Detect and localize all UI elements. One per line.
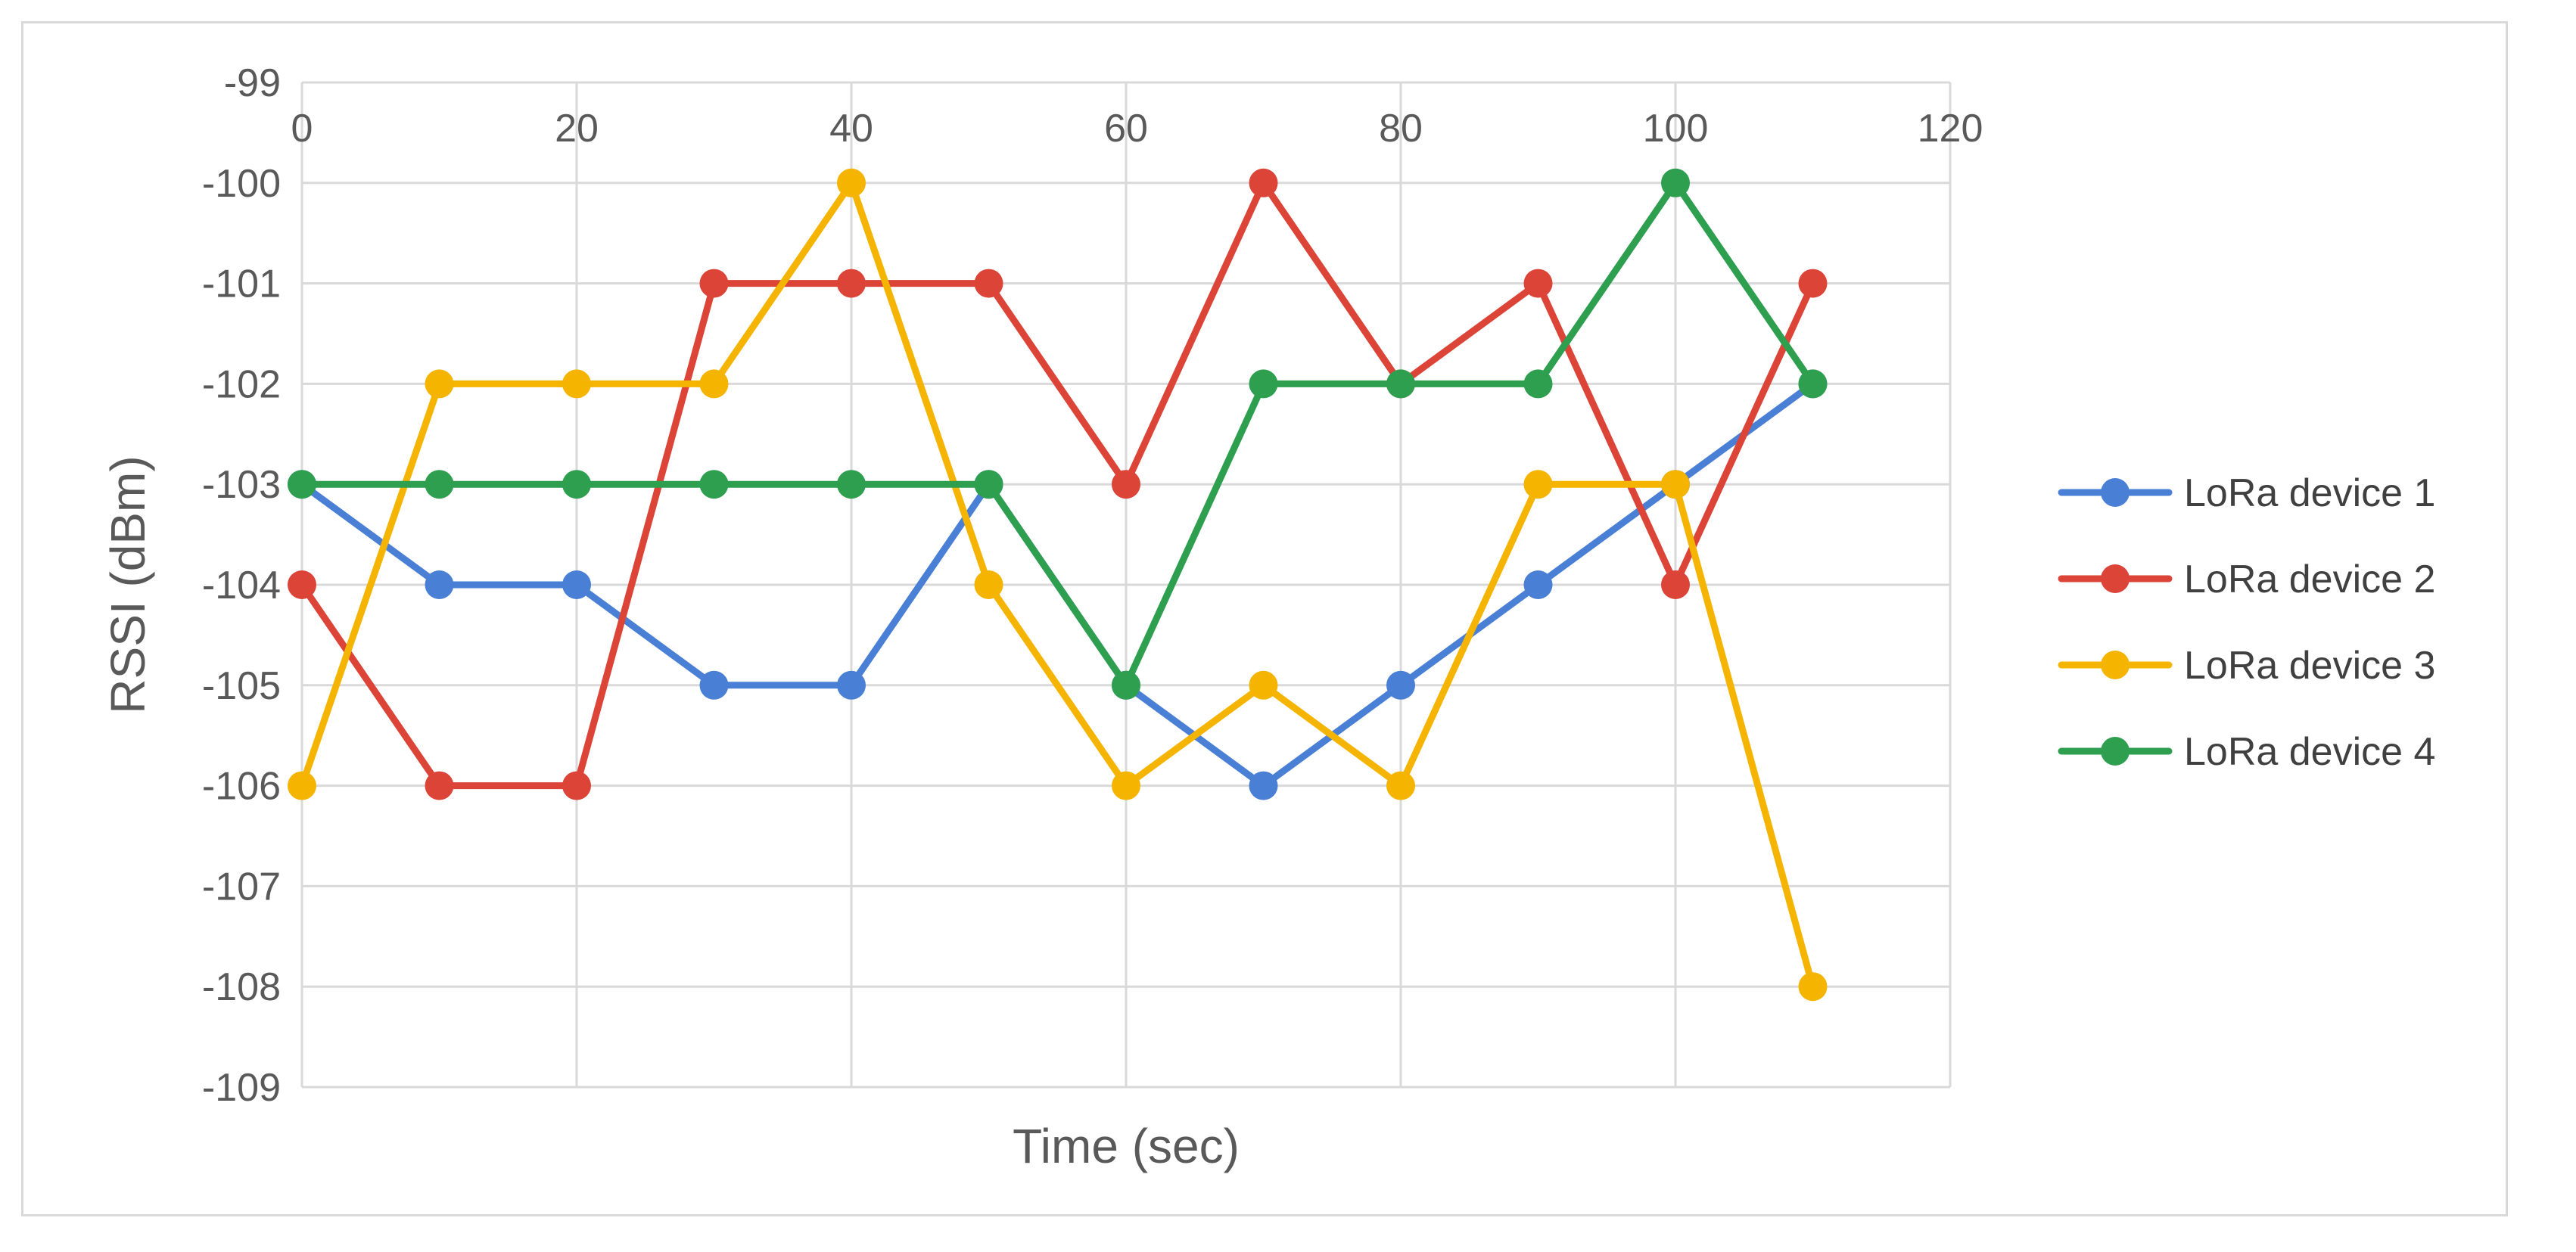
data-point-series-4 (1523, 369, 1553, 399)
data-point-series-4 (699, 470, 729, 499)
data-point-series-2 (425, 771, 454, 800)
y-tick-label: -109 (202, 1066, 281, 1110)
legend-label: LoRa device 4 (2184, 730, 2435, 774)
chart-frame: -99 -100 -101 -102 -103 -104 -105 -106 -107 -108 -… (21, 21, 2508, 1216)
data-point-series-4 (837, 470, 866, 499)
data-point-series-1 (1523, 570, 1553, 599)
legend-label: LoRa device 1 (2184, 471, 2435, 515)
data-point-series-4 (1661, 168, 1690, 197)
data-point-series-2 (699, 269, 729, 298)
data-point-series-3 (425, 369, 454, 399)
x-tick-label: 20 (555, 107, 599, 151)
series-line-4 (298, 179, 1816, 689)
y-tick-label: -103 (202, 463, 281, 507)
data-point-series-1 (1386, 670, 1415, 700)
data-point-series-1 (699, 670, 729, 700)
axes: -99 -100 -101 -102 -103 -104 -105 -106 -107 -108 -… (202, 61, 1983, 1110)
data-point-series-3 (837, 168, 866, 197)
data-point-series-3 (1523, 470, 1553, 499)
legend-label: LoRa device 3 (2184, 644, 2435, 688)
y-tick-label: -104 (202, 564, 281, 607)
y-tick-label: -101 (202, 263, 281, 306)
x-axis-title: Time (sec) (1013, 1119, 1240, 1173)
data-point-series-3 (1798, 972, 1828, 1002)
data-point-series-3 (1249, 670, 1278, 700)
data-point-series-4 (1249, 369, 1278, 399)
data-point-series-2 (974, 269, 1003, 298)
data-point-series-3 (699, 369, 729, 399)
data-point-series-1 (562, 570, 591, 599)
x-tick-label: 80 (1379, 107, 1423, 151)
x-tick-label: 120 (1918, 107, 1983, 151)
data-point-series-3 (288, 771, 316, 800)
series-lines (288, 168, 1828, 1002)
legend-label: LoRa device 2 (2184, 558, 2435, 601)
y-tick-label: -106 (202, 765, 281, 809)
legend: LoRa device 1 LoRa device 2 LoRa device 3 L… (2058, 471, 2435, 774)
data-point-series-2 (1798, 269, 1828, 298)
data-point-series-2 (1523, 269, 1553, 298)
data-point-series-4 (974, 470, 1003, 499)
data-point-series-3 (1386, 771, 1415, 800)
data-point-series-4 (425, 470, 454, 499)
data-point-series-2 (1249, 168, 1278, 197)
data-point-series-4 (1386, 369, 1415, 399)
data-point-series-3 (1661, 470, 1690, 499)
data-point-series-2 (837, 269, 866, 298)
data-point-series-3 (974, 570, 1003, 599)
legend-swatch-marker (2101, 478, 2130, 507)
series-line-2 (298, 179, 1816, 790)
y-tick-label: -108 (202, 965, 281, 1009)
y-tick-label: -100 (202, 162, 281, 206)
data-point-series-4 (1798, 369, 1828, 399)
x-tick-label: 60 (1104, 107, 1148, 151)
data-point-series-3 (1112, 771, 1140, 800)
x-tick-label: 40 (829, 107, 873, 151)
data-point-series-4 (1112, 670, 1140, 700)
legend-swatch-marker (2101, 737, 2130, 766)
y-tick-label: -107 (202, 865, 281, 909)
data-point-series-2 (1112, 470, 1140, 499)
data-point-series-2 (562, 771, 591, 800)
data-point-series-3 (562, 369, 591, 399)
data-point-series-1 (837, 670, 866, 700)
legend-swatch-marker (2101, 651, 2130, 679)
data-point-series-1 (1249, 771, 1278, 800)
y-tick-label: -105 (202, 664, 281, 708)
y-tick-label: -99 (224, 61, 281, 105)
y-tick-label: -102 (202, 362, 281, 406)
data-point-series-2 (288, 570, 316, 599)
line-chart: -99 -100 -101 -102 -103 -104 -105 -106 -107 -108 -… (101, 61, 2435, 1173)
legend-swatch-marker (2101, 564, 2130, 593)
x-tick-label: 100 (1643, 107, 1709, 151)
y-axis-title: RSSI (dBm) (101, 455, 155, 713)
data-point-series-2 (1661, 570, 1690, 599)
data-point-series-4 (562, 470, 591, 499)
series-line-3 (298, 179, 1816, 990)
x-tick-label: 0 (291, 107, 313, 151)
data-point-series-4 (288, 470, 316, 499)
data-point-series-1 (425, 570, 454, 599)
